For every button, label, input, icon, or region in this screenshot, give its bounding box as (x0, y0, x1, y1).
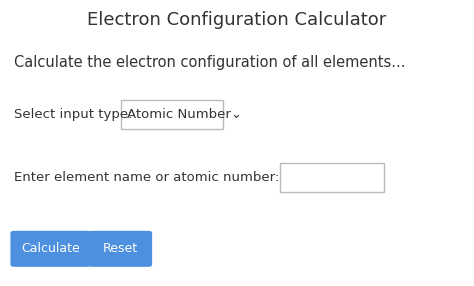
Text: Enter element name or atomic number:: Enter element name or atomic number: (14, 171, 280, 184)
Text: Calculate: Calculate (22, 242, 80, 255)
FancyBboxPatch shape (89, 231, 152, 267)
FancyBboxPatch shape (121, 100, 223, 129)
Text: Electron Configuration Calculator: Electron Configuration Calculator (87, 11, 387, 29)
FancyBboxPatch shape (280, 163, 384, 192)
FancyBboxPatch shape (10, 231, 91, 267)
Text: Select input type:: Select input type: (14, 108, 133, 121)
Text: Reset: Reset (103, 242, 138, 255)
Text: Calculate the electron configuration of all elements...: Calculate the electron configuration of … (14, 55, 406, 70)
Text: Atomic Number⌄: Atomic Number⌄ (127, 108, 242, 121)
